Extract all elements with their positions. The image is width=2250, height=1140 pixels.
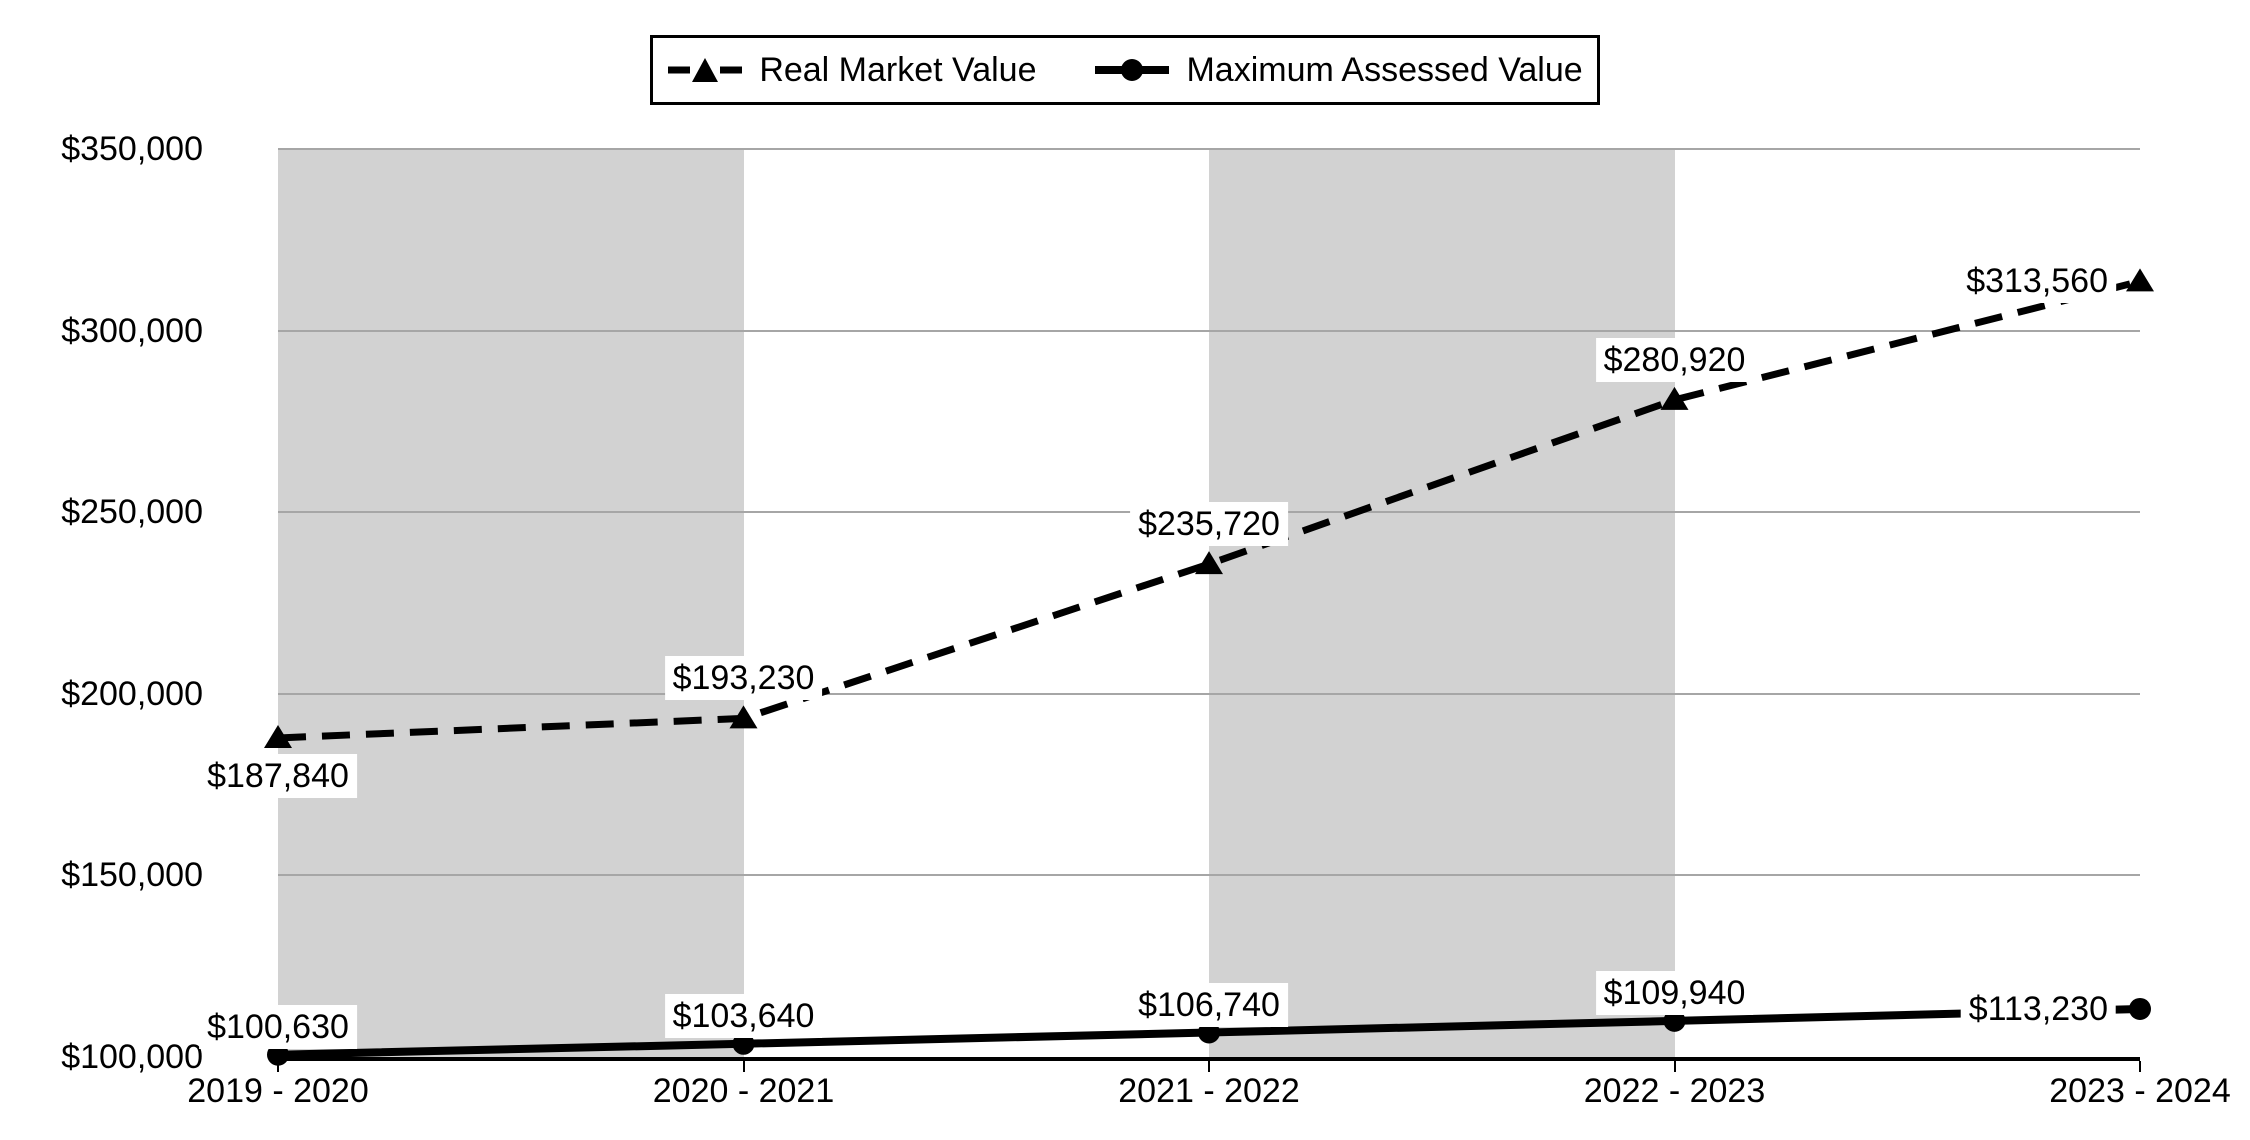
legend-item-real-market-value: Real Market Value xyxy=(667,50,1036,90)
gridline xyxy=(278,692,2140,695)
data-point-label: $193,230 xyxy=(664,656,823,701)
shaded-band xyxy=(278,149,744,1057)
data-point-label: $313,560 xyxy=(1958,259,2116,304)
x-axis-tick-mark xyxy=(1208,1061,1210,1072)
legend-item-maximum-assessed-value: Maximum Assessed Value xyxy=(1094,50,1583,90)
x-axis-tick-label: 2022 - 2023 xyxy=(1583,1072,1766,1110)
data-point-label: $109,940 xyxy=(1595,970,1754,1015)
shaded-band xyxy=(1209,149,1675,1057)
x-axis-tick-label: 2020 - 2021 xyxy=(652,1072,835,1110)
x-axis-tick-mark xyxy=(277,1061,279,1072)
circle-marker-icon xyxy=(267,1043,289,1066)
y-axis-tick-label: $150,000 xyxy=(61,856,203,895)
y-axis-tick-label: $200,000 xyxy=(61,674,203,713)
y-axis-tick-label: $350,000 xyxy=(61,130,203,168)
gridline xyxy=(278,874,2140,877)
circle-marker-icon xyxy=(1198,1021,1220,1044)
triangle-marker-icon xyxy=(2126,268,2154,292)
dashed-line-triangle-marker-icon xyxy=(668,58,743,82)
legend: Real Market Value Maximum Assessed Value xyxy=(650,35,1600,105)
triangle-marker-icon xyxy=(264,724,292,748)
x-axis-tick-mark xyxy=(2139,1061,2141,1072)
y-axis-tick-label: $300,000 xyxy=(61,311,203,350)
circle-marker-icon xyxy=(1663,1009,1686,1032)
data-point-label: $235,720 xyxy=(1130,502,1288,547)
x-axis-tick-label: 2019 - 2020 xyxy=(187,1072,369,1110)
gridline xyxy=(278,329,2140,332)
triangle-marker-icon xyxy=(1195,551,1223,575)
data-point-label: $280,920 xyxy=(1595,337,1754,382)
triangle-marker-icon xyxy=(729,705,758,729)
data-point-label: $113,230 xyxy=(1960,986,2116,1031)
x-axis-tick-label: 2021 - 2022 xyxy=(1118,1072,1300,1110)
x-axis-tick-label: 2023 - 2024 xyxy=(2049,1072,2231,1110)
legend-label-maximum-assessed-value: Maximum Assessed Value xyxy=(1186,51,1583,89)
gridline xyxy=(278,148,2140,150)
series-lines xyxy=(264,268,2154,1066)
y-axis-tick-label: $100,000 xyxy=(61,1038,203,1076)
x-axis-tick-mark xyxy=(742,1061,745,1072)
plot-area xyxy=(264,148,2154,1066)
data-point-label: $106,740 xyxy=(1130,982,1288,1027)
legend-label-real-market-value: Real Market Value xyxy=(759,51,1037,89)
series-line-real-market-value xyxy=(277,277,2141,742)
triangle-marker-icon xyxy=(1660,386,1689,410)
circle-marker-icon xyxy=(732,1032,755,1055)
data-point-label: $103,640 xyxy=(664,993,823,1038)
solid-line-circle-marker-icon xyxy=(1095,59,1170,81)
data-point-label: $187,840 xyxy=(199,753,357,798)
y-axis-tick-label: $250,000 xyxy=(61,493,203,532)
circle-marker-icon xyxy=(2129,997,2151,1020)
data-point-label: $100,630 xyxy=(199,1004,357,1049)
x-axis-tick-mark xyxy=(1673,1061,1676,1072)
